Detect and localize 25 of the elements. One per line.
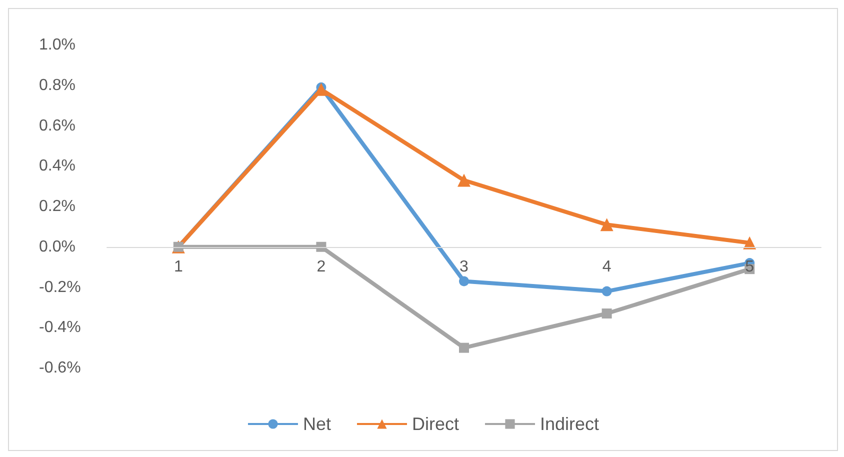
point [602,308,612,318]
point [459,276,469,286]
x-tick-label: 4 [602,258,612,276]
point [602,286,612,296]
y-tick-label: 0.4% [39,158,76,175]
point [459,342,469,353]
legend-label: Direct [412,414,460,434]
y-tick-label: 0.0% [39,238,76,256]
legend-label: Net [302,414,331,434]
point [314,82,328,96]
y-tick-label: 0.6% [39,117,76,134]
y-tick-label: -0.2% [39,278,81,296]
point [316,242,326,252]
y-tick-label: 0.8% [39,76,76,94]
legend-label: Indirect [540,414,600,434]
point [600,218,614,232]
point [743,236,756,250]
x-tick-label: 2 [316,258,326,276]
x-tick-label: 3 [460,258,469,276]
x-tick-label: 1 [174,258,183,276]
y-tick-label: -0.6% [39,360,81,376]
y-tick-label: 1.0% [39,36,76,54]
y-tick-label: -0.4% [39,319,81,336]
point [458,174,470,187]
y-tick-label: 0.2% [39,198,76,215]
